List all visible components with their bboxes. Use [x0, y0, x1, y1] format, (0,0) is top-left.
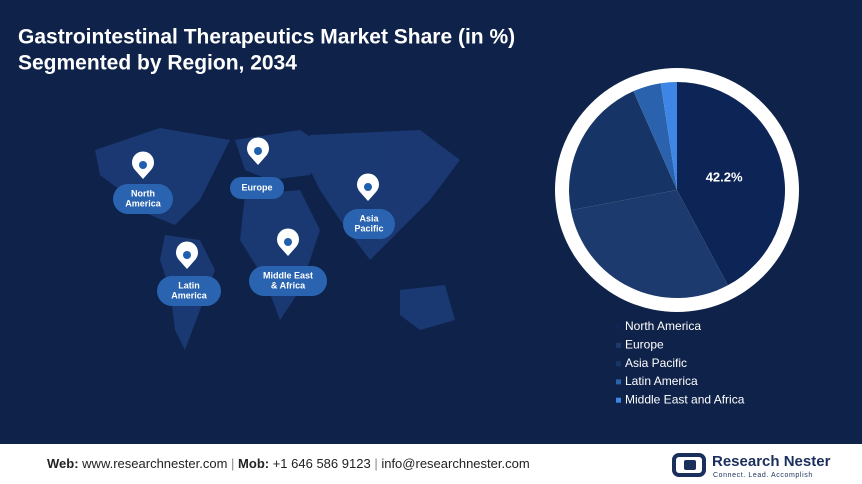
mob: +1 646 586 9123 — [273, 456, 371, 471]
map-label: Europe — [241, 182, 272, 192]
chart-subtitle: Segmented by Region, 2034 — [18, 52, 297, 75]
pie-slice — [677, 82, 785, 286]
legend-label: North America — [625, 319, 701, 333]
map-label-pill — [157, 276, 221, 306]
footer — [0, 444, 862, 484]
map-label: Pacific — [354, 223, 383, 233]
pin-dot — [183, 251, 191, 259]
pie-slice — [660, 82, 677, 190]
legend-marker — [616, 379, 621, 385]
tagline: Connect. Lead. Accomplish — [713, 472, 813, 479]
map-label: Asia — [359, 213, 379, 223]
legend-marker — [616, 342, 621, 348]
contact-line: Web: www.researchnester.com | Mob: +1 64… — [47, 456, 530, 471]
legend-marker — [616, 324, 621, 330]
data-label: 42.2% — [706, 170, 743, 185]
map-label: & Africa — [271, 280, 306, 290]
map-label-pill — [113, 184, 173, 214]
legend-label: Latin America — [625, 374, 698, 388]
map-label: America — [171, 290, 208, 300]
brand: Research Nester — [712, 453, 831, 470]
pie-slice — [569, 91, 677, 211]
mob-label: Mob: — [238, 456, 269, 471]
legend-label: Europe — [625, 337, 664, 351]
legend-label: Middle East and Africa — [625, 392, 745, 406]
map-label: Middle East — [263, 270, 313, 280]
web-label: Web: — [47, 456, 79, 471]
pie-slice — [633, 83, 677, 190]
pin-dot — [254, 147, 262, 155]
pin-dot — [139, 161, 147, 169]
pie: 42.2% — [569, 82, 785, 298]
email: info@researchnester.com — [381, 456, 529, 471]
pie-slice — [570, 190, 728, 298]
chart-title: Gastrointestinal Therapeutics Market Sha… — [18, 26, 515, 49]
map-label-pill — [230, 177, 284, 199]
legend-marker — [616, 361, 621, 367]
map-label: Latin — [178, 280, 200, 290]
map-label-pill — [343, 209, 395, 239]
pin-dot — [284, 238, 292, 246]
legend: North America Europe Asia Pacific Latin Ame… — [616, 319, 745, 406]
logo: Research Nester Connect. Lead. Accomplis… — [672, 453, 831, 479]
map-label-pill — [249, 266, 327, 296]
map-pins: NorthAmericaEuropeAsiaPacificLatinAmeric… — [113, 137, 395, 306]
map-label: America — [125, 198, 162, 208]
legend-marker — [616, 397, 621, 403]
legend-label: Asia Pacific — [625, 356, 687, 370]
web: www.researchnester.com — [81, 456, 227, 471]
map-label: North — [131, 188, 155, 198]
pin-dot — [364, 183, 372, 191]
